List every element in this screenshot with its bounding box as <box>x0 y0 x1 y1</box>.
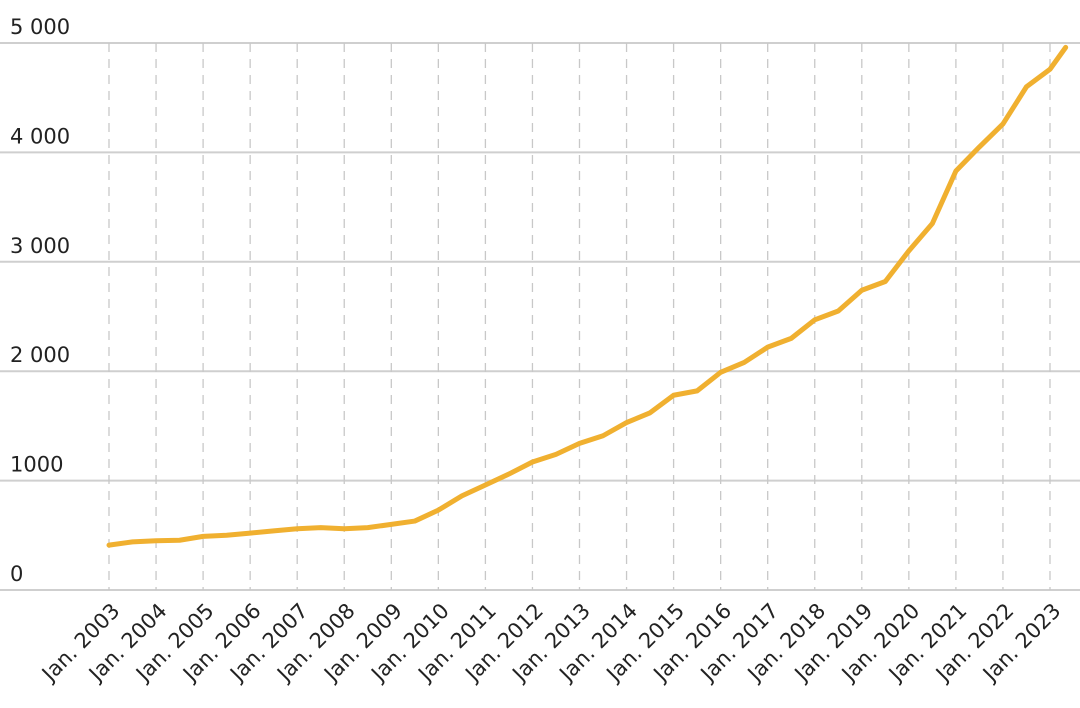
y-tick-label: 1000 <box>10 453 63 477</box>
data-line <box>106 44 1069 548</box>
y-tick-label: 5 000 <box>10 15 70 39</box>
y-tick-label: 2 000 <box>10 343 70 367</box>
y-tick-label: 4 000 <box>10 124 70 148</box>
y-tick-label: 0 <box>10 562 23 586</box>
y-tick-label: 3 000 <box>10 234 70 258</box>
